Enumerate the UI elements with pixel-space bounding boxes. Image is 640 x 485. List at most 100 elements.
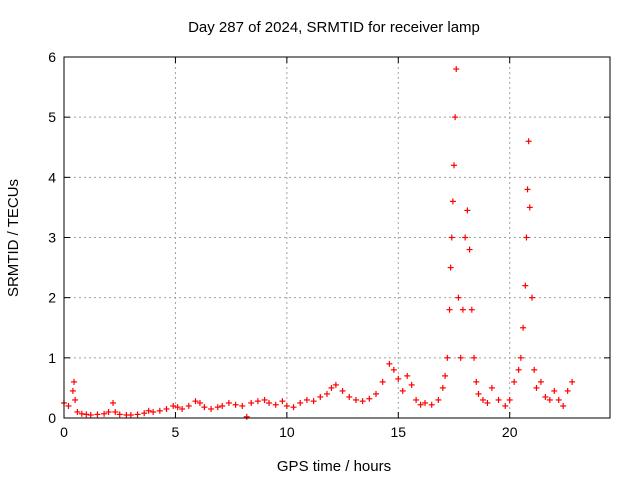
data-point (196, 399, 203, 406)
data-point (141, 410, 148, 417)
data-point (339, 387, 346, 394)
data-point (105, 408, 112, 415)
data-point (451, 162, 457, 169)
data-point (101, 410, 108, 417)
data-point (248, 399, 255, 406)
data-point (297, 399, 304, 406)
data-point (515, 366, 522, 373)
data-point (439, 384, 446, 391)
data-point (488, 384, 495, 391)
data-point (526, 204, 533, 211)
data-point (479, 396, 486, 403)
y-tick-label: 2 (48, 290, 56, 306)
data-point (127, 411, 134, 418)
data-point (156, 407, 163, 414)
data-point (413, 396, 420, 403)
data-point (390, 366, 397, 373)
data-point (453, 66, 460, 73)
x-tick-label: 20 (502, 424, 518, 440)
data-point (533, 384, 540, 391)
data-point (150, 408, 157, 415)
data-point (468, 306, 475, 313)
data-point (446, 306, 453, 313)
data-point (328, 384, 335, 391)
data-point (449, 198, 456, 205)
data-point (261, 396, 268, 403)
data-point (471, 354, 478, 361)
data-point (546, 396, 553, 403)
data-point (373, 390, 379, 397)
chart-title: Day 287 of 2024, SRMTID for receiver lam… (188, 19, 480, 36)
data-point (243, 413, 250, 420)
data-point (170, 402, 177, 409)
x-tick-label: 15 (390, 424, 406, 440)
x-tick-label: 5 (172, 424, 180, 440)
data-point (163, 405, 170, 412)
data-point (254, 398, 261, 405)
tick-layer: 0 5 10 15 20 0 1 2 3 4 5 6 (48, 49, 610, 440)
data-point (502, 402, 509, 409)
data-point (395, 375, 402, 382)
data-point (272, 401, 279, 408)
x-axis-label: GPS time / hours (277, 458, 391, 475)
y-tick-label: 5 (48, 109, 56, 125)
data-point (359, 398, 366, 405)
data-point (74, 408, 81, 415)
data-point (462, 234, 469, 241)
data-point (332, 381, 339, 388)
data-point (317, 393, 324, 400)
data-point (174, 404, 181, 411)
data-point (214, 404, 221, 411)
data-point (87, 411, 94, 418)
data-point (366, 395, 373, 402)
data-point (464, 207, 471, 214)
data-point (225, 399, 232, 406)
data-point (134, 411, 141, 418)
y-tick-label: 1 (48, 350, 56, 366)
data-point (457, 354, 464, 361)
data-point (537, 378, 544, 385)
data-point (428, 401, 435, 408)
data-point (551, 387, 558, 394)
data-point (529, 294, 535, 301)
data-point (112, 408, 119, 415)
data-point (569, 378, 576, 385)
data-point (475, 390, 482, 397)
data-point (219, 402, 226, 409)
data-point (408, 381, 415, 388)
data-point (65, 402, 72, 409)
data-point (72, 396, 79, 403)
y-tick-label: 0 (48, 410, 56, 426)
data-point (290, 404, 297, 411)
y-axis-label: SRMTID / TECUs (5, 179, 22, 297)
data-point (404, 372, 411, 379)
data-point (279, 398, 286, 405)
data-point (110, 399, 117, 406)
data-point (201, 404, 208, 411)
y-tick-label: 6 (48, 49, 56, 65)
data-point (522, 282, 529, 289)
data-layer (61, 66, 576, 420)
data-point (78, 410, 85, 417)
data-point (517, 354, 524, 361)
data-point (560, 402, 567, 409)
data-point (352, 396, 359, 403)
data-point (417, 401, 424, 408)
data-point (524, 186, 531, 193)
data-point (185, 402, 192, 409)
data-point (542, 393, 549, 400)
y-tick-label: 4 (48, 169, 56, 185)
data-point (303, 396, 310, 403)
data-point (94, 411, 101, 418)
data-point (379, 378, 386, 385)
data-point (452, 114, 459, 121)
data-point (83, 411, 90, 418)
data-point (511, 378, 518, 385)
data-point (484, 399, 491, 406)
data-point (71, 378, 78, 385)
data-point (310, 398, 317, 405)
data-point (459, 306, 466, 313)
data-point (239, 402, 246, 409)
